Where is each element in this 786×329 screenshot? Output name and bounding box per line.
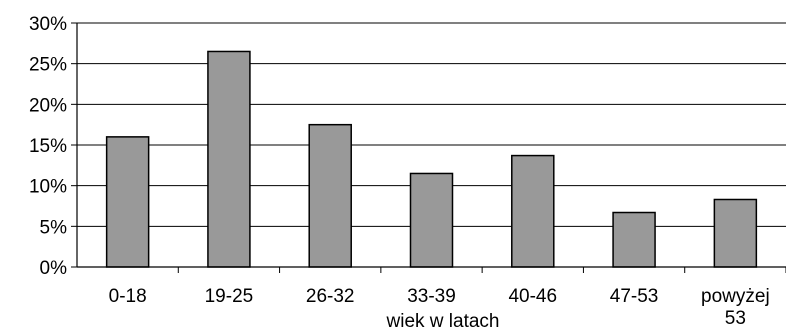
y-tick-label: 25% — [29, 55, 67, 76]
x-tick-label: 0-18 — [109, 286, 147, 307]
bar — [511, 154, 555, 268]
x-tick-labels: 0-18 19-25 26-32 33-39 40-46 47-53 powyżej 53 — [109, 286, 770, 329]
y-tick-label: 30% — [29, 14, 67, 35]
x-axis-title: wiek w latach — [386, 311, 500, 329]
x-tick-label: 33-39 — [407, 286, 456, 307]
bars — [105, 50, 758, 268]
bar — [409, 172, 454, 268]
y-tick-label: 20% — [29, 95, 67, 116]
axes — [71, 22, 786, 273]
y-tick-label: 10% — [29, 177, 67, 198]
bar — [308, 123, 352, 268]
y-tick-label: 0% — [40, 258, 68, 279]
x-tick-label: powyżej 53 — [701, 286, 770, 329]
y-tick-labels: 0% 5% 10% 15% 20% 25% 30% — [29, 14, 67, 279]
bar — [713, 198, 758, 268]
y-tick-label: 5% — [40, 217, 68, 238]
x-tick-label: 26-32 — [306, 286, 355, 307]
x-tick-label: 19-25 — [205, 286, 254, 307]
y-tick-label: 15% — [29, 136, 67, 157]
x-tick-label: 40-46 — [508, 286, 557, 307]
bar — [612, 211, 656, 268]
gridlines — [77, 22, 786, 227]
bar — [105, 136, 150, 268]
x-tick-label: 47-53 — [610, 286, 659, 307]
bar — [207, 50, 251, 268]
